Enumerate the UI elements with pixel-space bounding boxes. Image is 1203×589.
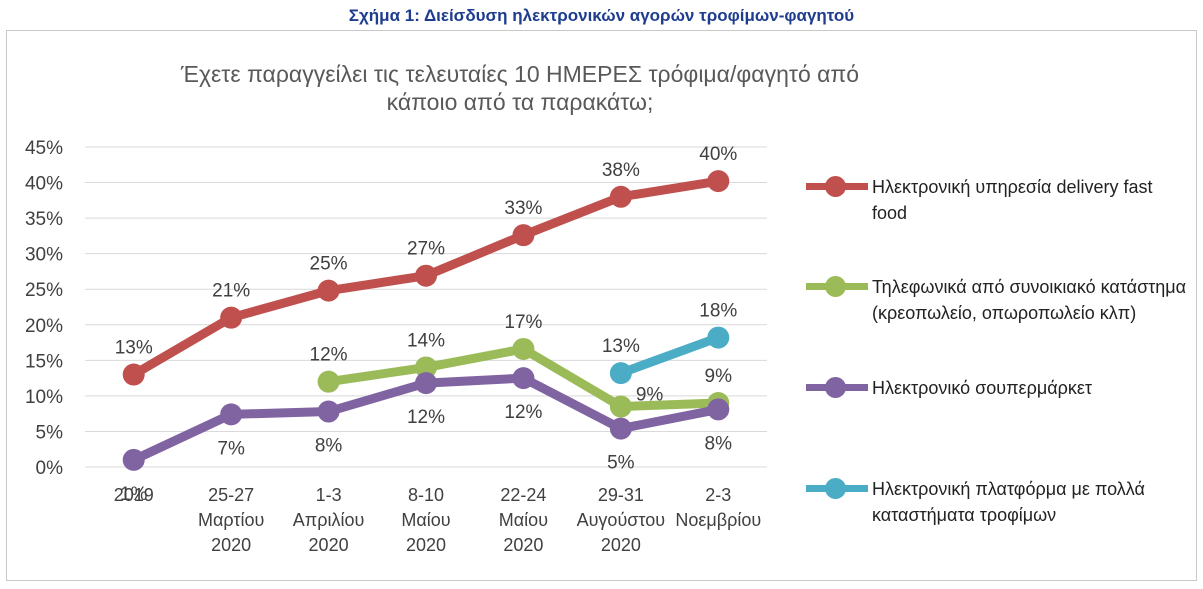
data-point <box>317 400 340 423</box>
figure-caption: Σχήμα 1: Διείσδυση ηλεκτρονικών αγορών τ… <box>348 6 855 25</box>
x-tick-label: 1-3 Απριλίου 2020 <box>293 485 365 555</box>
data-point <box>609 362 632 385</box>
data-label: 25% <box>310 254 348 275</box>
data-label: 13% <box>602 336 640 357</box>
legend-marker-delivery <box>806 176 868 197</box>
data-label: 8% <box>705 433 733 454</box>
legend-item-delivery: Ηλεκτρονική υπηρεσία delivery fast food <box>806 170 1191 250</box>
y-tick-label: 25% <box>25 280 63 301</box>
y-tick-label: 20% <box>25 316 63 337</box>
data-label: 13% <box>115 338 153 359</box>
y-tick-label: 45% <box>25 138 63 159</box>
data-point <box>317 370 340 393</box>
data-label: 9% <box>636 385 664 406</box>
data-label: 17% <box>504 312 542 333</box>
data-label: 38% <box>602 160 640 181</box>
data-point <box>609 185 632 208</box>
legend-item-platform: Ηλεκτρονική πλατφόρμα με πολλά καταστήμα… <box>806 472 1191 552</box>
data-label: 27% <box>407 239 445 260</box>
data-label: 40% <box>699 144 737 165</box>
y-tick-label: 35% <box>25 209 63 230</box>
data-label: 18% <box>699 301 737 322</box>
data-point <box>317 279 340 302</box>
legend-label-supermarket: Ηλεκτρονικό σουπερμάρκετ <box>872 378 1092 398</box>
legend-marker-platform <box>806 478 868 499</box>
data-point <box>122 363 145 386</box>
y-tick-label: 5% <box>36 422 64 443</box>
legend-item-neighborhood-store: Τηλεφωνικά από συνοικιακό κατάστημα (κρε… <box>806 270 1191 350</box>
series-line <box>616 333 723 378</box>
y-tick-label: 15% <box>25 351 63 372</box>
data-label: 33% <box>504 198 542 219</box>
data-point <box>609 395 632 418</box>
x-tick-label: 25-27 Μαρτίου 2020 <box>198 485 264 555</box>
data-label: 12% <box>504 402 542 423</box>
y-tick-label: 40% <box>25 174 63 195</box>
line-chart: 0% 5% 10% 15% 20% 25% 30% 35% 40% 45% 2019 25-27 Μαρ… <box>25 138 767 555</box>
data-point <box>512 224 535 247</box>
data-point <box>415 356 437 379</box>
legend-label-neighborhood-store: Τηλεφωνικά από συνοικιακό κατάστημα (κρε… <box>872 277 1187 323</box>
data-label: 9% <box>705 366 733 387</box>
data-label: 8% <box>315 436 343 457</box>
y-tick-label: 10% <box>25 387 63 408</box>
data-label: 7% <box>217 438 245 459</box>
data-label: 5% <box>607 453 635 474</box>
chart-frame <box>6 30 1197 581</box>
data-point <box>707 170 730 193</box>
data-point <box>415 372 437 395</box>
data-label: 14% <box>407 330 445 351</box>
y-tick-label: 30% <box>25 245 63 266</box>
data-point <box>415 264 437 287</box>
data-point <box>512 367 535 390</box>
x-tick-label: 29-31 Αυγούστου 2020 <box>577 485 666 555</box>
legend-marker-neighborhood-store <box>806 276 868 297</box>
x-tick-label: 2-3 Νοεμβρίου <box>675 485 761 530</box>
legend-marker-supermarket <box>806 377 868 398</box>
data-point <box>220 306 243 329</box>
chart-title: Έχετε παραγγείλει τις τελευταίες 10 ΗΜΕΡ… <box>180 61 860 115</box>
data-point <box>707 326 730 349</box>
y-tick-label: 0% <box>36 458 64 479</box>
data-label: 12% <box>310 345 348 366</box>
data-point <box>512 337 535 360</box>
x-tick-label: 22-24 Μαίου 2020 <box>499 485 548 555</box>
x-tick-label: 2019 <box>114 485 154 505</box>
legend-item-supermarket: Ηλεκτρονικό σουπερμάρκετ <box>806 371 1191 451</box>
data-point <box>609 417 632 440</box>
data-label: 1% <box>120 484 148 505</box>
data-point <box>707 398 730 421</box>
data-label: 21% <box>212 281 250 302</box>
data-point <box>220 403 243 426</box>
x-tick-label: 8-10 Μαίου 2020 <box>401 485 450 555</box>
data-point <box>122 448 145 471</box>
legend-label-platform: Ηλεκτρονική πλατφόρμα με πολλά καταστήμα… <box>872 479 1145 525</box>
legend-label-delivery: Ηλεκτρονική υπηρεσία delivery fast food <box>872 177 1153 223</box>
data-label: 12% <box>407 407 445 428</box>
